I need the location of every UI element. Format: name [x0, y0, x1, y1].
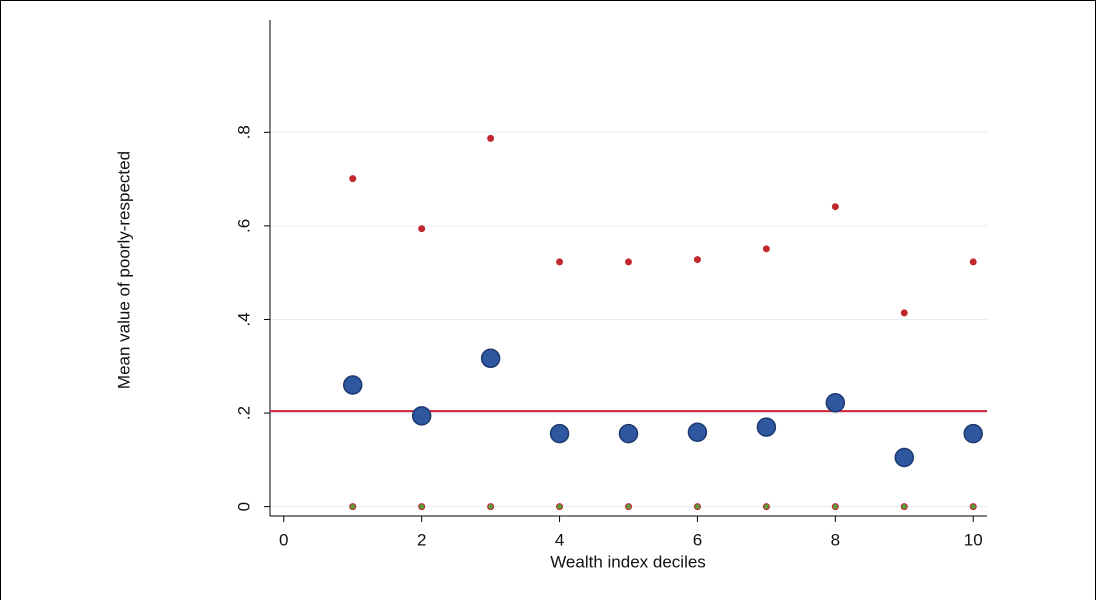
- point: [969, 503, 977, 511]
- point: [556, 503, 564, 511]
- point: [900, 309, 908, 317]
- point: [963, 423, 983, 444]
- point: [549, 423, 570, 444]
- point: [900, 503, 908, 511]
- x-tick-label: 4: [555, 530, 564, 549]
- point: [556, 258, 564, 266]
- x-tick-label: 8: [831, 530, 840, 549]
- point: [625, 503, 632, 511]
- y-tick-label: .2: [234, 406, 253, 420]
- point: [487, 134, 495, 142]
- point: [349, 503, 357, 511]
- point: [487, 503, 495, 511]
- point: [831, 503, 839, 511]
- point: [411, 406, 432, 426]
- point: [762, 503, 770, 511]
- y-tick-label: 0: [234, 502, 253, 511]
- point: [342, 375, 363, 395]
- point: [969, 258, 977, 266]
- y-tick-label: .4: [234, 312, 253, 326]
- point: [831, 203, 839, 211]
- point: [349, 175, 357, 183]
- point: [687, 422, 708, 442]
- x-tick-label: 6: [693, 530, 702, 549]
- point: [693, 256, 701, 264]
- point: [625, 258, 632, 266]
- point: [618, 423, 639, 444]
- point: [762, 245, 770, 253]
- point: [693, 503, 701, 511]
- x-axis-label: Wealth index deciles: [550, 552, 706, 571]
- point: [418, 503, 426, 511]
- point: [480, 348, 501, 369]
- point: [756, 417, 777, 437]
- x-tick-label: 2: [417, 530, 426, 549]
- y-axis-label: Mean value of poorly-respected: [114, 151, 133, 389]
- point: [418, 225, 426, 233]
- point: [825, 393, 846, 413]
- y-tick-label: .6: [234, 219, 253, 233]
- x-tick-label: 10: [964, 530, 983, 549]
- point: [894, 447, 915, 468]
- x-tick-label: 0: [279, 530, 288, 549]
- y-tick-label: .8: [234, 125, 253, 139]
